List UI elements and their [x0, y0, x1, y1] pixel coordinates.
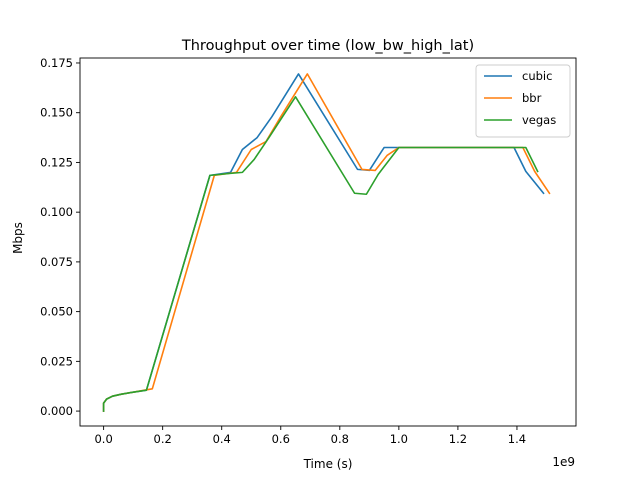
y-tick-label: 0.075 — [40, 255, 73, 269]
legend-label-vegas: vegas — [522, 113, 556, 127]
x-axis-label: Time (s) — [303, 457, 353, 471]
y-tick-label: 0.100 — [40, 205, 73, 219]
y-tick-label: 0.050 — [40, 305, 73, 319]
axes: 0.0 0.2 0.4 0.6 0.8 1.0 1.2 1.4 0.000 0.025 0.050 0… — [40, 56, 577, 446]
x-offset-label: 1e9 — [552, 455, 575, 469]
y-tick-label: 0.150 — [40, 106, 73, 120]
y-tick-label: 0.125 — [40, 155, 73, 169]
x-tick-label: 0.2 — [154, 432, 172, 446]
legend-label-bbr: bbr — [522, 91, 542, 105]
x-tick-label: 1.2 — [449, 432, 467, 446]
y-tick-label: 0.025 — [40, 354, 73, 368]
y-tick-label: 0.000 — [40, 404, 73, 418]
x-tick-label: 1.0 — [390, 432, 408, 446]
x-tick-label: 0.6 — [272, 432, 290, 446]
plot-frame — [79, 57, 577, 427]
series-line-vegas — [102, 95, 539, 412]
x-tick-label: 0.4 — [213, 432, 231, 446]
plot-area — [102, 73, 551, 412]
y-tick-label: 0.175 — [40, 56, 73, 70]
legend-box — [475, 64, 571, 138]
x-tick-label: 0.8 — [331, 432, 349, 446]
legend-label-cubic: cubic — [522, 69, 552, 83]
legend: cubic bbr vegas — [475, 64, 571, 138]
y-axis-label: Mbps — [11, 222, 25, 254]
chart-title: Throughput over time (low_bw_high_lat) — [181, 38, 474, 54]
x-tick-label: 0.0 — [94, 432, 112, 446]
x-tick-label: 1.4 — [508, 432, 526, 446]
